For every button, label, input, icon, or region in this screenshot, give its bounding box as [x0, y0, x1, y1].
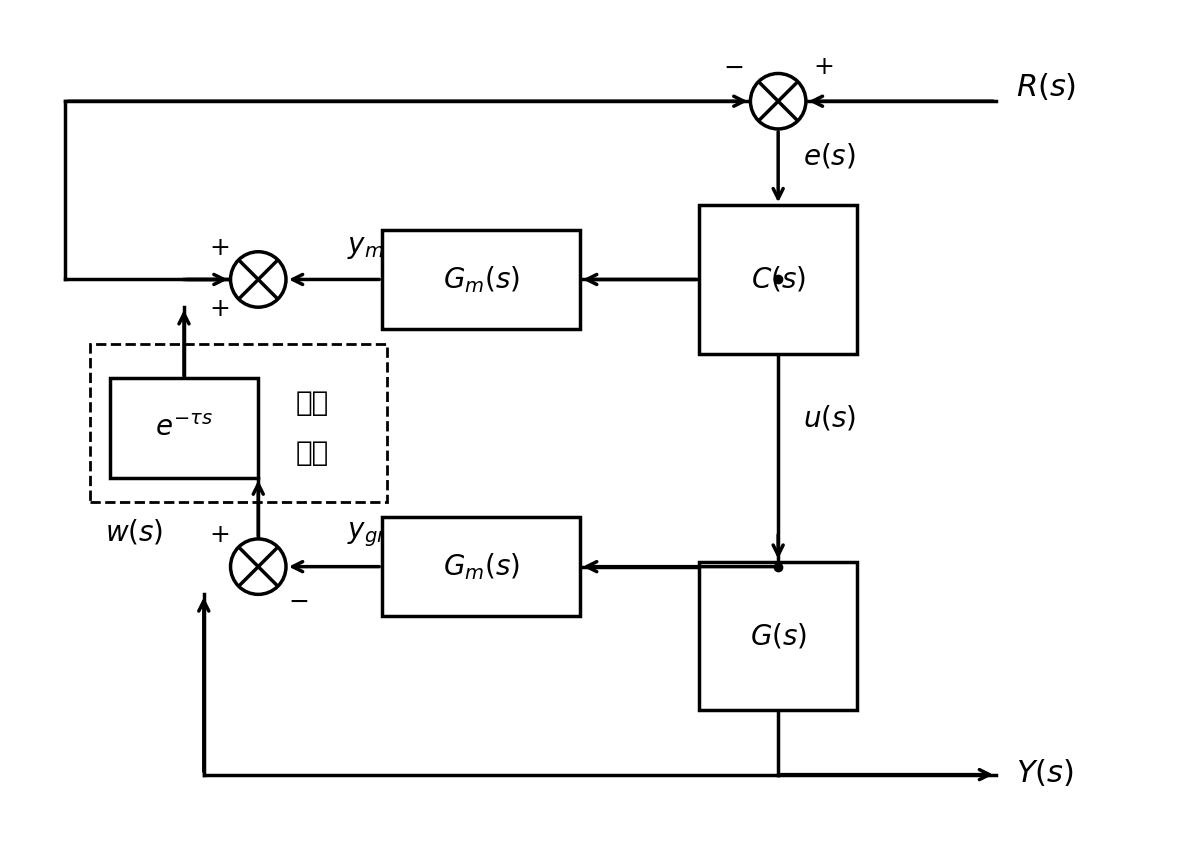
Text: $Y(s)$: $Y(s)$: [1015, 757, 1073, 789]
Text: $G_m(s)$: $G_m(s)$: [442, 264, 520, 295]
Text: $-$: $-$: [723, 55, 743, 79]
Text: $w(s)$: $w(s)$: [105, 517, 163, 547]
Bar: [699, 562, 857, 710]
Text: 反馈: 反馈: [297, 390, 330, 417]
Bar: [699, 205, 857, 353]
Text: $R(s)$: $R(s)$: [1015, 71, 1076, 102]
Bar: [382, 517, 580, 616]
Text: 网络: 网络: [297, 438, 330, 467]
Text: $y_m(s)$: $y_m(s)$: [348, 229, 420, 261]
Text: $y_{gm}(s)$: $y_{gm}(s)$: [348, 515, 433, 549]
Text: $G_m(s)$: $G_m(s)$: [442, 551, 520, 582]
Bar: [382, 230, 580, 329]
Text: $e(s)$: $e(s)$: [803, 142, 856, 170]
Circle shape: [230, 251, 286, 307]
Bar: [90, 344, 387, 502]
Circle shape: [230, 539, 286, 595]
Text: $e^{-\tau s}$: $e^{-\tau s}$: [155, 414, 213, 442]
Bar: [110, 378, 258, 478]
Circle shape: [751, 74, 806, 129]
Text: $G(s)$: $G(s)$: [749, 621, 807, 650]
Text: $C(s)$: $C(s)$: [751, 265, 806, 294]
Text: $+$: $+$: [812, 55, 833, 79]
Text: $+$: $+$: [208, 297, 229, 321]
Text: $+$: $+$: [208, 523, 229, 547]
Text: $-$: $-$: [287, 589, 309, 613]
Text: $+$: $+$: [208, 236, 229, 260]
Text: $u(s)$: $u(s)$: [803, 403, 856, 432]
